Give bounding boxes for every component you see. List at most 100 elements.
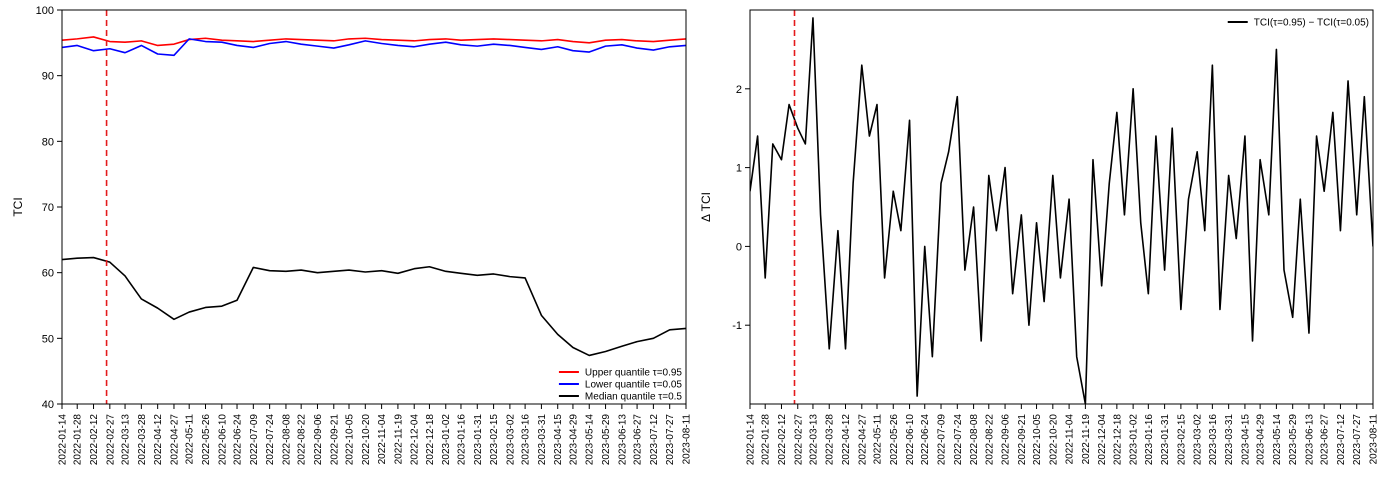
x-tick-label: 2022-08-08 [281,414,292,466]
x-tick-label: 2022-03-28 [825,414,836,466]
x-tick-label: 2022-12-04 [410,414,421,466]
x-tick-label: 2022-12-04 [1097,414,1108,466]
x-tick-label: 2023-01-31 [1160,414,1171,466]
x-tick-label: 2022-10-05 [344,414,355,466]
x-tick-label: 2023-01-31 [473,414,484,466]
x-tick-label: 2023-03-16 [1208,414,1219,466]
x-tick-label: 2022-08-08 [969,414,980,466]
x-tick-label: 2022-09-21 [329,414,340,466]
x-tick-label: 2023-04-29 [1256,414,1267,466]
x-tick-label: 2023-01-16 [456,414,467,466]
x-tick-label: 2023-08-11 [682,414,693,465]
y-axis-title: Δ TCI [699,192,713,222]
y-tick-label: 60 [42,268,54,280]
y-tick-label: 70 [42,202,54,214]
x-tick-label: 2022-10-20 [361,414,372,466]
y-tick-label: 1 [736,163,742,175]
y-axis-title: TCI [11,197,25,216]
x-tick-label: 2022-12-18 [1112,414,1123,466]
x-tick-label: 2022-06-10 [217,414,228,466]
x-tick-label: 2023-06-13 [617,414,628,466]
x-tick-label: 2023-06-13 [1304,414,1315,466]
legend-label: Upper quantile τ=0.95 [585,368,683,379]
tci-quantile-chart: 40 50 60 70 80 90 100 TCI 2022-01-14 2022-01-28 20… [11,5,693,465]
y-tick-label: -1 [732,320,742,332]
x-tick-label: 2022-08-22 [297,414,308,466]
x-tick-label: 2022-01-28 [761,414,772,466]
plot-frame [749,9,1374,405]
x-tick-label: 2023-03-02 [1193,414,1204,466]
x-tick-label: 2023-04-15 [553,414,564,466]
x-tick-label: 2022-01-14 [58,414,69,466]
x-tick-label: 2022-10-05 [1032,414,1043,466]
series-line-0 [750,17,1373,404]
x-tick-label: 2022-02-12 [89,414,100,466]
series-line-2 [62,256,686,357]
x-tick-label: 2023-06-27 [1320,414,1331,466]
x-tick-label: 2022-06-24 [233,414,244,466]
plot-frame [61,9,687,405]
x-tick-label: 2022-02-12 [777,414,788,466]
x-tick-label: 2022-03-13 [121,414,132,466]
x-tick-label: 2022-05-26 [201,414,212,466]
x-tick-label: 2022-11-04 [1065,414,1076,465]
x-tick-label: 2022-04-12 [153,414,164,466]
plot-area [750,17,1373,404]
x-tick-label: 2023-08-11 [1369,414,1380,465]
x-tick-label: 2022-01-14 [746,414,757,466]
y-tick-label: 0 [736,241,742,253]
x-tick-label: 2023-01-16 [1144,414,1155,466]
x-tick-label: 2023-05-14 [585,414,596,466]
x-tick-label: 2023-05-14 [1272,414,1283,466]
y-tick-label: 50 [42,333,54,345]
x-tick-label: 2022-07-24 [953,414,964,466]
x-tick-label: 2023-02-15 [489,414,500,466]
legend-label: TCI(τ=0.95) − TCI(τ=0.05) [1254,18,1369,29]
x-tick-label: 2022-07-09 [249,414,260,466]
series-line-0 [62,36,686,47]
x-tick-label: 2022-07-09 [937,414,948,466]
x-tick-label: 2023-07-12 [1336,414,1347,466]
y-tick-label: 40 [42,399,54,411]
x-tick-label: 2023-06-27 [633,414,644,466]
y-tick-label: 90 [42,71,54,83]
y-tick-label: 2 [736,84,742,96]
legend-label: Median quantile τ=0.5 [585,392,683,403]
x-tick-label: 2023-05-29 [1288,414,1299,466]
x-tick-label: 2022-07-24 [265,414,276,466]
x-tick-label: 2022-12-18 [425,414,436,466]
x-tick-label: 2022-11-19 [393,414,404,465]
x-tick-label: 2022-03-13 [808,414,819,466]
x-tick-label: 2022-01-28 [73,414,84,466]
x-tick-label: 2022-05-11 [185,414,196,465]
legend-label: Lower quantile τ=0.05 [585,380,683,391]
x-tick-label: 2022-11-04 [377,414,388,465]
series-line-1 [62,38,686,57]
x-tick-label: 2023-07-27 [665,414,676,466]
x-tick-label: 2022-05-26 [889,414,900,466]
x-tick-label: 2022-09-06 [313,414,324,466]
x-tick-label: 2023-05-29 [601,414,612,466]
x-tick-label: 2022-06-24 [920,414,931,466]
x-tick-label: 2023-03-31 [1224,414,1235,466]
y-tick-label: 80 [42,136,54,148]
x-tick-label: 2022-09-21 [1017,414,1028,466]
x-tick-label: 2023-02-15 [1176,414,1187,466]
x-tick-label: 2023-07-12 [649,414,660,466]
delta-tci-chart: -1 0 1 2 Δ TCI 2022-01-14 2022-01-28 2022-02-12… [699,9,1380,466]
x-tick-label: 2022-11-19 [1081,414,1092,465]
x-tick-label: 2022-09-06 [1001,414,1012,466]
x-tick-label: 2023-04-15 [1240,414,1251,466]
x-tick-label: 2022-10-20 [1048,414,1059,466]
x-tick-label: 2023-01-02 [441,414,452,466]
x-tick-label: 2022-02-27 [105,414,116,466]
x-tick-label: 2022-06-10 [905,414,916,466]
x-tick-label: 2022-03-28 [137,414,148,466]
x-tick-label: 2022-04-12 [841,414,852,466]
x-tick-label: 2022-02-27 [793,414,804,466]
x-tick-label: 2023-03-02 [505,414,516,466]
x-tick-label: 2022-08-22 [984,414,995,466]
x-tick-label: 2023-03-16 [521,414,532,466]
x-tick-label: 2023-01-02 [1129,414,1140,466]
